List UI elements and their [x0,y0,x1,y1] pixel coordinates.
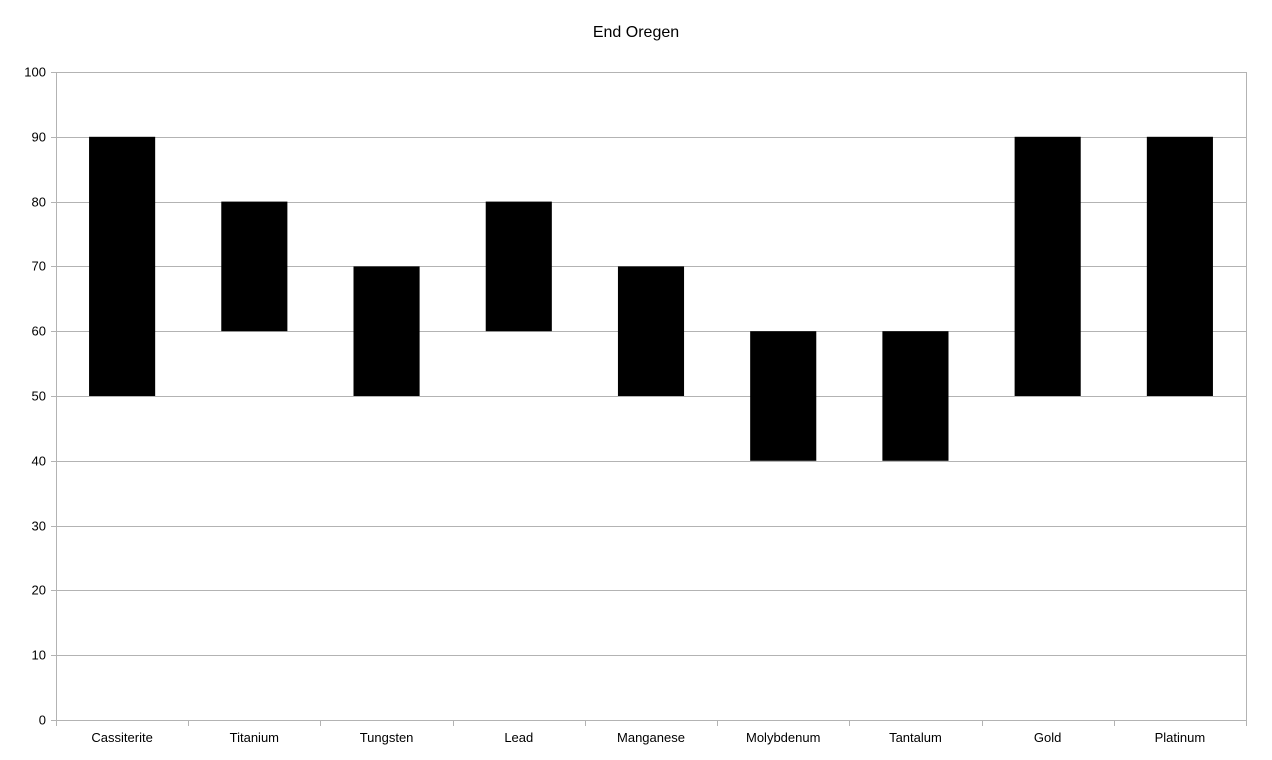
bar-tungsten [353,266,420,396]
y-tick-label: 90 [32,130,46,145]
bars [89,136,1213,461]
bar-manganese [617,266,685,396]
x-tick-label: Cassiterite [91,730,152,745]
x-tick-label: Molybdenum [746,730,820,745]
bar-lead [485,201,552,332]
y-tick-label: 20 [32,583,46,598]
y-tick-label: 30 [32,519,46,534]
y-tick-label: 60 [32,324,46,339]
x-tick-label: Manganese [617,730,685,745]
x-tick-label: Platinum [1155,730,1206,745]
y-tick-label: 70 [32,259,46,274]
bar-molybdenum [750,331,817,461]
x-tick-label: Tungsten [360,730,414,745]
bar-cassiterite [89,136,156,397]
x-tick-labels: Cassiterite Titanium Tungsten Lead Manganese… [91,730,1205,745]
axes [51,72,1247,726]
bar-gold [1014,136,1081,397]
bar-platinum [1146,136,1213,397]
x-tick-label: Tantalum [889,730,942,745]
y-tick-label: 10 [32,648,46,663]
y-tick-label: 40 [32,454,46,469]
x-tick-label: Lead [504,730,533,745]
y-tick-label: 80 [32,195,46,210]
chart-title: End Oregen [592,24,680,41]
y-tick-label: 0 [39,713,46,728]
y-tick-label: 100 [24,65,46,80]
bar-titanium [221,201,288,332]
bar-tantalum [882,331,949,461]
y-tick-labels: 0 10 20 30 40 50 60 70 80 90 100 [24,65,46,728]
x-tick-label: Titanium [230,730,279,745]
x-tick-label: Gold [1034,730,1061,745]
y-tick-label: 50 [32,389,46,404]
